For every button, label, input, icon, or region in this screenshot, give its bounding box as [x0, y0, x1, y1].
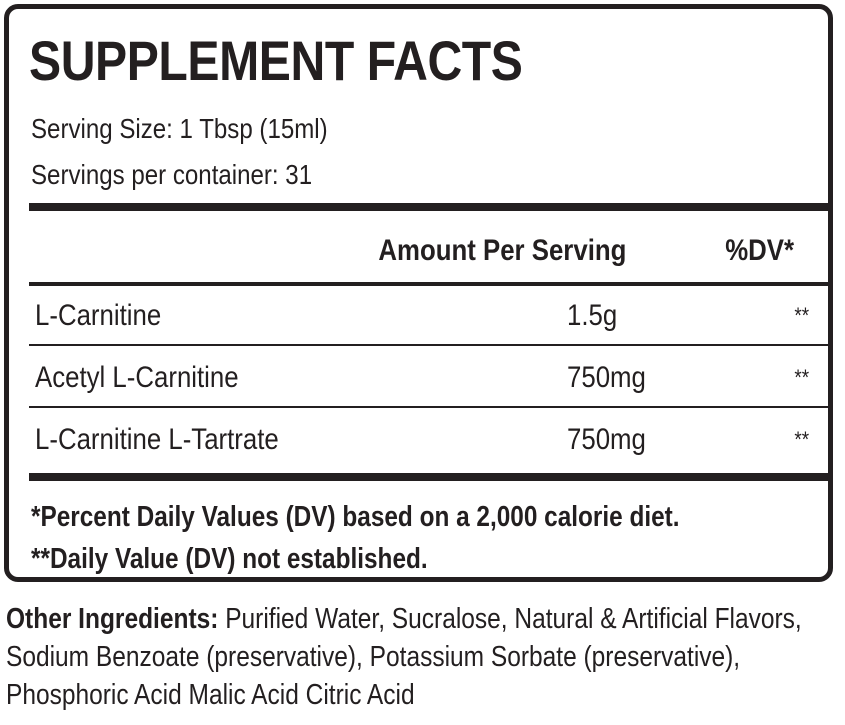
- other-ingredients-text: Purified Water, Sucralose, Natural & Art…: [6, 603, 802, 711]
- other-ingredients: Other Ingredients: Purified Water, Sucra…: [6, 600, 838, 714]
- supplement-facts-panel: SUPPLEMENT FACTS Serving Size: 1 Tbsp (1…: [4, 4, 833, 582]
- table-row: L-Carnitine 1.5g **: [29, 296, 831, 336]
- serving-size: Serving Size: 1 Tbsp (15ml): [31, 113, 328, 144]
- row-divider: [29, 344, 831, 346]
- amount-per-serving-header: Amount Per Serving: [377, 234, 626, 267]
- other-ingredients-label: Other Ingredients:: [6, 603, 219, 635]
- ingredient-amount: 750mg: [567, 423, 646, 456]
- thick-divider: [29, 473, 831, 481]
- ingredient-dv: **: [794, 303, 809, 328]
- table-row: L-Carnitine L-Tartrate 750mg **: [29, 420, 831, 460]
- percent-dv-header: %DV*: [725, 234, 794, 267]
- row-divider: [29, 406, 831, 408]
- ingredient-name: L-Carnitine: [35, 299, 162, 332]
- footnote-dv: *Percent Daily Values (DV) based on a 2,…: [31, 501, 680, 533]
- ingredient-name: L-Carnitine L-Tartrate: [35, 423, 279, 456]
- ingredient-amount: 1.5g: [567, 299, 618, 332]
- footnote-not-established: **Daily Value (DV) not established.: [31, 543, 428, 575]
- table-row: Acetyl L-Carnitine 750mg **: [29, 358, 831, 398]
- facts-title: SUPPLEMENT FACTS: [29, 29, 523, 92]
- ingredient-amount: 750mg: [567, 361, 646, 394]
- ingredient-name: Acetyl L-Carnitine: [35, 361, 239, 394]
- ingredient-dv: **: [794, 365, 809, 390]
- ingredient-dv: **: [794, 427, 809, 452]
- header-divider: [29, 282, 831, 286]
- servings-per-container: Servings per container: 31: [31, 159, 313, 190]
- thick-divider: [29, 203, 831, 211]
